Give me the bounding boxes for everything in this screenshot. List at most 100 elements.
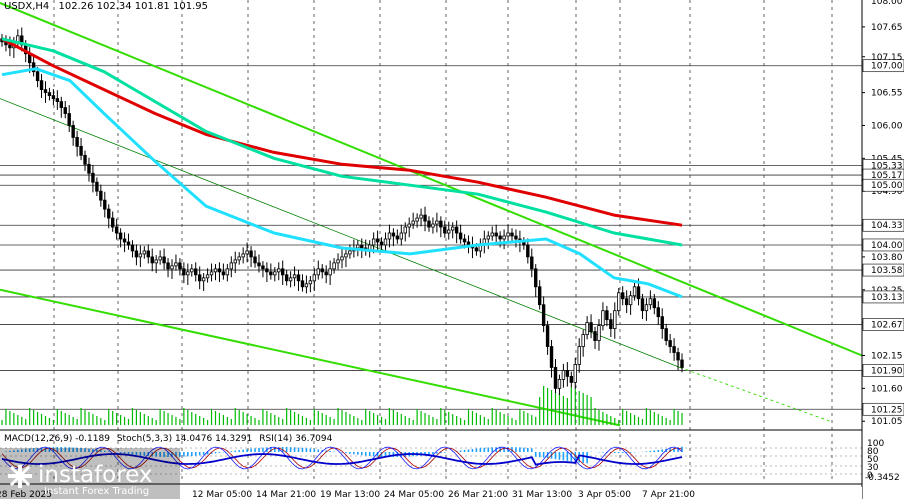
candle-body (371, 238, 376, 246)
candle-body (379, 241, 384, 246)
axis-tick-label: 107.65 (871, 23, 903, 33)
candle-body (71, 125, 75, 138)
candle-body (110, 217, 115, 228)
axis-tick-label: 107.15 (871, 53, 903, 63)
candle-body (672, 346, 676, 353)
candle-body (403, 226, 407, 234)
candle-body (257, 262, 261, 267)
axis-tick-label: 106.00 (871, 121, 903, 131)
candle-body (51, 95, 56, 99)
subwindow-scale-label: 30 (867, 463, 879, 473)
level-price-box (862, 59, 904, 73)
candle-body (312, 274, 317, 282)
candle-body (91, 172, 95, 183)
candle-body (660, 316, 664, 330)
candle-body (387, 232, 392, 240)
candle-body (67, 113, 71, 126)
candle-body (150, 256, 154, 264)
candle-body (510, 232, 514, 237)
subwindow-min-label: -0.3452 (865, 473, 900, 483)
level-price-label: 103.13 (871, 293, 903, 303)
time-tick-label: 14 Mar 21:00 (256, 490, 316, 499)
level-price-label: 102.67 (871, 320, 903, 330)
candle-body (423, 214, 427, 222)
candle-body (648, 298, 653, 306)
stoch-label: Stoch(5,3,3) 14.0476 14.3291 (117, 434, 252, 444)
candle-body (194, 268, 198, 276)
candle-body (534, 268, 538, 288)
candle-body (569, 376, 574, 383)
candle-body (336, 259, 340, 264)
stoch-signal-line (1, 447, 683, 469)
candle-body (114, 226, 119, 234)
rsi-label: RSI(14) 36.7094 (259, 434, 332, 444)
candle-body (178, 262, 182, 270)
level-price-box (862, 263, 904, 277)
candle-body (182, 268, 186, 276)
candle-body (95, 181, 99, 192)
level-price-box (862, 290, 904, 304)
candle-body (609, 319, 613, 330)
candle-body (585, 322, 589, 335)
symbol-label: USDX,H4 (4, 1, 49, 12)
subwindow-scale-label: 50 (867, 455, 879, 465)
axis-tick-label: 101.60 (871, 384, 903, 394)
candle-body (245, 250, 249, 255)
rsi-line (1, 453, 683, 466)
candle-body (146, 250, 150, 258)
axis-top-label: 108.00 (871, 0, 903, 7)
logo-mark-icon (8, 465, 32, 488)
level-price-box (862, 178, 904, 192)
candle-body (277, 268, 281, 273)
candle-body (31, 62, 36, 73)
candle-body (530, 256, 534, 270)
candle-body (59, 101, 64, 108)
axis-tick-label: 104.90 (871, 187, 903, 197)
candle-body (443, 226, 447, 234)
candle-body (632, 286, 637, 297)
candle-body (644, 304, 649, 312)
candle-body (158, 256, 162, 261)
candle-body (597, 325, 601, 341)
candle-body (411, 220, 415, 225)
candle-body (99, 190, 103, 201)
candle-body (486, 235, 490, 240)
candle-body (284, 274, 289, 282)
candle-body (435, 220, 439, 225)
candle-body (502, 235, 506, 240)
level-price-box (862, 364, 904, 377)
candle-body (537, 286, 542, 306)
candle-body (514, 235, 518, 240)
axis-tick-label: 106.55 (871, 89, 903, 99)
candle-body (209, 271, 214, 276)
candle-body (466, 241, 471, 246)
horizontal-levels (0, 65, 862, 410)
candle-body (395, 235, 400, 240)
candle-body (162, 256, 166, 264)
candle-body (103, 199, 107, 210)
candle-body (75, 137, 79, 147)
subwindow-scale-label: 100 (867, 439, 884, 449)
candle-body (292, 274, 297, 279)
candle-body (553, 367, 558, 389)
candle-body (134, 250, 139, 258)
candle-body (680, 359, 684, 368)
candle-body (221, 271, 226, 276)
candle-body (225, 268, 230, 276)
candle-body (63, 107, 67, 114)
macd-label: MACD(12,26,9) -0.1189 (4, 434, 110, 444)
candle-body (39, 80, 44, 91)
subwindow-scale-label: 0 (867, 471, 873, 481)
candle-body (541, 304, 546, 327)
level-price-label: 101.25 (871, 405, 903, 415)
candle-body (526, 244, 530, 258)
candle-body (490, 232, 494, 237)
candle-body (201, 277, 206, 282)
candle-body (557, 378, 562, 389)
level-price-label: 104.00 (871, 241, 903, 251)
indicator-subwindow (0, 429, 862, 485)
ohlc-values: 102.26 102.34 101.81 101.95 (58, 1, 208, 12)
candle-body (613, 310, 617, 330)
candle-body (205, 274, 210, 279)
